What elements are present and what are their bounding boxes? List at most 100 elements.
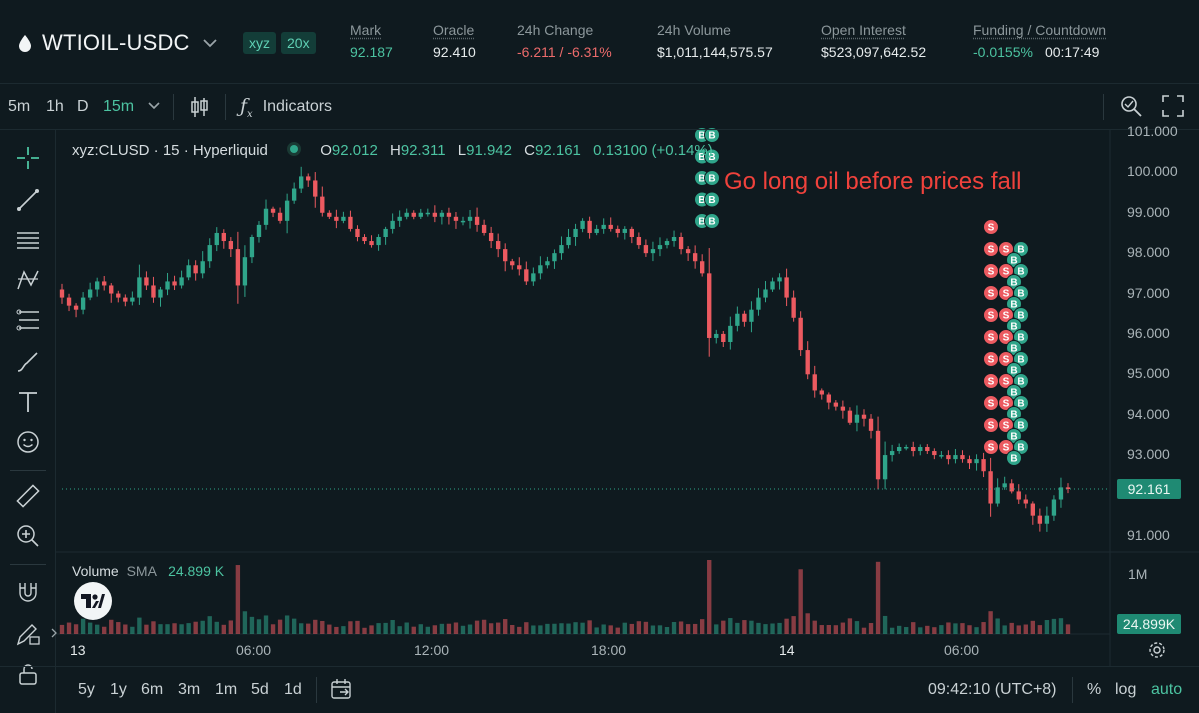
sell-marker-label: S [1003,311,1010,322]
volume-bar [73,624,79,634]
auto-toggle[interactable]: auto [1151,681,1183,698]
tradingview-logo[interactable] [74,582,112,620]
range-1d[interactable]: 1d [284,681,302,698]
log-toggle[interactable]: log [1115,681,1137,698]
buy-marker-label: B [1010,322,1017,333]
trend-line-tool[interactable] [14,186,42,214]
chart-annotation[interactable]: Go long oil before prices fall [724,168,1022,195]
volume-bar [1051,618,1057,634]
price-tick: 91.000 [1127,526,1170,543]
candle-body [404,212,409,217]
timeframe-1h[interactable]: 1h [46,98,64,115]
volume-bar [228,620,234,634]
fib-tool[interactable] [14,306,42,334]
candle-body [432,212,438,217]
leverage-badge[interactable]: 20x [281,32,316,54]
candle-body [256,224,262,237]
magnet-tool[interactable] [14,578,42,606]
candlestick-type-icon[interactable] [189,96,209,118]
timeframe-d[interactable]: D [77,98,89,115]
sell-marker [983,219,999,235]
volume-bar [446,623,452,634]
candle-body [1023,499,1028,504]
candle-body [847,410,853,423]
candle-body [911,447,916,452]
percent-toggle[interactable]: % [1087,681,1102,698]
candle-body [749,309,754,322]
oil-drop-icon [19,35,31,52]
volume-bar [291,618,297,634]
candle-body [467,216,473,221]
chevron-down-icon[interactable] [148,102,160,110]
candle-body [728,325,733,342]
volume-bar [988,611,993,634]
range-6m[interactable]: 6m [141,681,164,698]
buy-marker-label: B [1017,267,1024,278]
sell-marker-label: S [1003,245,1010,256]
indicators-button[interactable]: ƒx Indicators [240,95,332,120]
volume-bar [256,619,262,634]
brush-tool[interactable] [14,348,42,376]
crosshair-tool[interactable] [14,144,42,172]
volume-bar [1065,624,1071,634]
candle-body [882,455,888,480]
range-5d[interactable]: 5d [251,681,269,698]
time-tick: 06:00 [944,642,980,658]
zoom-tool[interactable] [14,522,42,550]
volume-bar [545,623,550,634]
volume-bar [348,621,353,634]
candle-body [896,447,902,452]
candle-body [116,293,121,298]
lock-tool[interactable] [14,660,42,688]
measure-tool[interactable] [14,482,42,510]
volume-bar [868,623,874,634]
symbol-selector[interactable]: WTIOIL-USDC [18,30,218,56]
candle-body [643,245,649,254]
candle-body [87,289,93,298]
volume-bar [327,624,332,634]
buy-marker-label: B [1017,443,1024,454]
time-tick: 13 [70,642,86,658]
text-tool[interactable] [14,388,42,416]
candle-body [369,241,374,246]
range-5y[interactable]: 5y [78,681,95,698]
candle-body [418,212,423,217]
chevron-right-icon[interactable] [50,628,58,638]
clock-display[interactable]: 09:42:10 (UTC+8) [928,681,1057,698]
candle-body [615,228,620,233]
volume-bar [911,622,916,634]
lock-drawing-tool[interactable] [14,620,42,648]
range-1y[interactable]: 1y [110,681,127,698]
settings-gear-icon[interactable] [1148,641,1166,659]
calendar-range-icon[interactable] [330,678,352,700]
emoji-tool[interactable] [14,428,42,456]
volume-bar [1030,620,1036,634]
timeframe-15m[interactable]: 15m [103,98,135,115]
volume-bar [566,623,571,634]
magnifier-settings-icon[interactable] [1119,94,1143,118]
volume-bar [80,618,86,634]
buy-marker-label: B [708,195,715,206]
volume-bar [819,625,824,634]
volume-bar [481,619,487,634]
horizontal-lines-tool[interactable] [14,226,42,254]
volume-bar [418,624,423,634]
candle-body [425,212,430,215]
sma-label: SMA [126,563,157,579]
candle-body [313,180,318,197]
volume-bar [629,623,635,634]
volume-bar [580,622,585,634]
candle-body [861,414,867,419]
range-3m[interactable]: 3m [178,681,201,698]
function-icon: ƒx [240,95,253,120]
fullscreen-icon[interactable] [1162,95,1184,117]
timeframe-5m[interactable]: 5m [8,98,31,115]
volume-bar [130,626,135,634]
candle-body [411,212,416,217]
pattern-tool[interactable] [14,266,42,294]
volume-bar [116,622,121,634]
candle-body [59,289,65,298]
volume-bar [467,624,473,634]
range-1m[interactable]: 1m [215,681,238,698]
